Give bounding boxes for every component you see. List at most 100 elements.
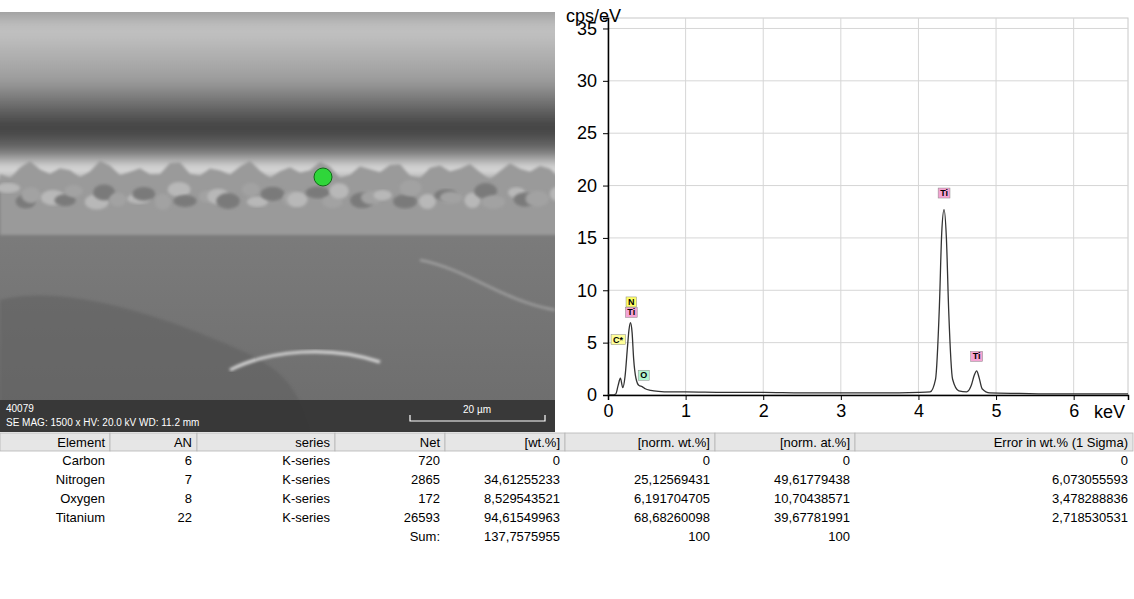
- tick: 20: [577, 176, 608, 196]
- grid-line-y: [608, 185, 1128, 186]
- x-axis-title: keV: [1094, 402, 1125, 422]
- image-grain: [329, 183, 348, 198]
- cell-text: 94,61549963: [484, 510, 560, 525]
- cell-text: 26593: [404, 510, 440, 525]
- axis-line: [603, 19, 609, 396]
- x-axis: 0123456: [603, 395, 1128, 421]
- tick-mark: [841, 395, 842, 400]
- grid-line-x: [1073, 18, 1074, 395]
- cell-text: K-series: [282, 491, 330, 506]
- tick: 10: [577, 281, 608, 301]
- tick: 6: [1069, 395, 1079, 421]
- cell-text: K-series: [282, 472, 330, 487]
- image-grain: [0, 183, 20, 193]
- peak-label: Ti: [938, 188, 950, 198]
- results-table: ElementANseriesNet[wt.%][norm. wt.%][nor…: [0, 433, 1133, 544]
- image-grain: [216, 193, 240, 209]
- grid-line-x: [763, 18, 764, 395]
- cell-text: 7: [185, 472, 192, 487]
- tick-label: 15: [577, 228, 597, 248]
- tick-label: 10: [577, 281, 597, 301]
- tick-label: 20: [577, 176, 597, 196]
- tick-mark: [603, 28, 608, 29]
- tick-label: 3: [836, 401, 846, 421]
- cell-text: 0: [703, 453, 710, 468]
- image-grain: [21, 187, 40, 203]
- cell-text: 49,61779438: [774, 472, 850, 487]
- cell-text: 3,478288836: [1052, 491, 1128, 506]
- plot-frame: [608, 18, 1128, 395]
- tick-label: 2: [759, 401, 769, 421]
- cell-text: 22: [178, 510, 192, 525]
- tick-mark: [763, 395, 764, 400]
- image-grain: [155, 194, 171, 210]
- tick-mark: [603, 395, 608, 396]
- image-grain: [109, 193, 126, 207]
- peak-label-box: [638, 370, 649, 380]
- grid: [608, 18, 1128, 395]
- cell-text: 172: [418, 491, 440, 506]
- scale-bar-label: 20 µm: [463, 404, 491, 415]
- peak-label-text: O: [640, 370, 647, 380]
- image-grain: [482, 195, 505, 209]
- tick-label: 1: [681, 401, 691, 421]
- cell-text: 0: [553, 453, 560, 468]
- grid-line-x: [685, 18, 686, 395]
- tick: 1: [681, 395, 691, 421]
- header-text: [wt.%]: [525, 435, 560, 450]
- tick: 0: [587, 385, 608, 405]
- grid-line-y: [608, 237, 1128, 238]
- cell-text: 2865: [411, 472, 440, 487]
- cell-text: 6: [185, 453, 192, 468]
- header-cell: [197, 433, 335, 451]
- cell-text: 0: [1121, 453, 1128, 468]
- tick: 2: [759, 395, 769, 421]
- peak-label: O: [638, 370, 649, 380]
- header-cell: [335, 433, 445, 451]
- header-text: Error in wt.% (1 Sigma): [994, 435, 1128, 450]
- cell-text: Titanium: [56, 510, 105, 525]
- tick-mark: [918, 395, 919, 400]
- cell-text: 720: [418, 453, 440, 468]
- tick-mark: [686, 395, 687, 400]
- image-grain: [400, 180, 422, 196]
- grid-line-x: [996, 18, 997, 395]
- header-cell: [855, 433, 1133, 451]
- peak-label: Ti: [971, 351, 983, 361]
- tick-mark: [603, 290, 608, 291]
- peak-label-box: [626, 297, 637, 307]
- cell-text: 25,12569431: [634, 472, 710, 487]
- peak-label-box: [971, 351, 983, 361]
- image-grain: [373, 190, 391, 200]
- cell-text: 39,67781991: [774, 510, 850, 525]
- peak-label: N: [626, 297, 637, 307]
- image-grain: [419, 194, 436, 209]
- image-grain: [168, 182, 191, 197]
- peak-labels: TiTiNTiC*O: [611, 188, 982, 380]
- tick-label: 5: [587, 333, 597, 353]
- grid-line-y: [608, 133, 1128, 134]
- grid-line-y: [608, 28, 1128, 29]
- image-grain: [440, 191, 463, 203]
- scale-bar: 20 µm: [410, 404, 545, 421]
- tick: 25: [577, 123, 608, 143]
- tick: 4: [914, 395, 924, 421]
- sem-image: [0, 12, 555, 432]
- y-axis-title: cps/eV: [566, 6, 621, 26]
- cell-text: Carbon: [62, 453, 105, 468]
- header-text: AN: [174, 435, 192, 450]
- tick-label: 0: [603, 401, 613, 421]
- cell-text: 8: [185, 491, 192, 506]
- header-text: Element: [57, 435, 105, 450]
- tick: 5: [587, 333, 608, 353]
- peak-label-text: N: [628, 297, 635, 307]
- cell-text: Nitrogen: [56, 472, 105, 487]
- tick: 30: [577, 71, 608, 91]
- cell-text: Oxygen: [60, 491, 105, 506]
- image-info: SE MAG: 1500 x HV: 20.0 kV WD: 11.2 mm: [6, 417, 199, 428]
- info-strip: [0, 400, 555, 432]
- tick: 0: [603, 395, 613, 421]
- grid-line-y: [608, 342, 1128, 343]
- image-grain: [242, 183, 260, 197]
- tick-mark: [603, 238, 608, 239]
